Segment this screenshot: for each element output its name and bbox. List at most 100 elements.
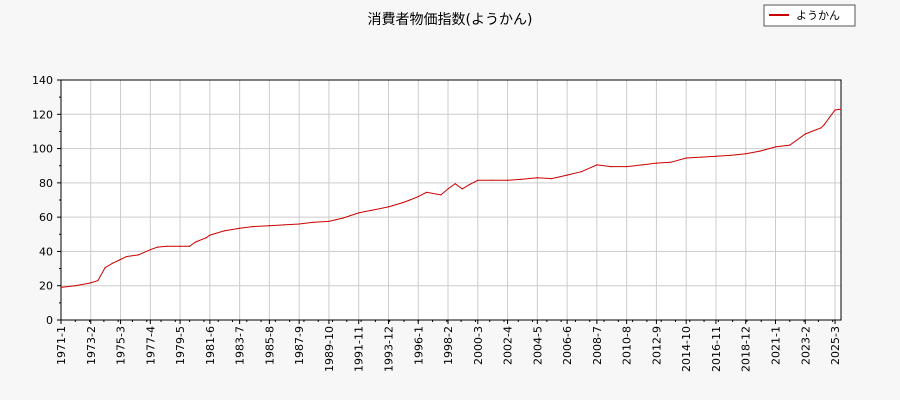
data-point <box>60 286 62 288</box>
data-point <box>461 188 463 190</box>
x-tick-label: 1975-3 <box>115 326 128 365</box>
y-tick-label: 0 <box>46 314 53 327</box>
data-point <box>670 161 672 163</box>
data-point <box>440 194 442 196</box>
data-point <box>205 237 207 239</box>
x-tick-label: 2002-4 <box>502 326 515 365</box>
data-point <box>426 191 428 193</box>
legend-box <box>763 4 856 27</box>
data-point <box>655 162 658 164</box>
data-point <box>342 217 344 219</box>
x-tick-label: 1977-4 <box>144 326 157 365</box>
data-point <box>759 150 761 152</box>
data-point <box>156 246 159 248</box>
data-point <box>774 146 777 148</box>
plot-area <box>61 80 841 320</box>
x-tick-label: 2012-9 <box>650 326 663 365</box>
data-point <box>834 109 836 111</box>
data-point <box>166 245 168 247</box>
data-point <box>610 166 612 168</box>
x-tick-label: 1971-1 <box>55 326 68 365</box>
data-point <box>409 199 411 201</box>
x-tick-label: 2025-3 <box>829 326 842 365</box>
data-point <box>596 164 598 166</box>
x-tick-label: 1987-9 <box>293 326 306 365</box>
data-point <box>626 166 628 168</box>
data-point <box>111 262 113 264</box>
x-tick-label: 1993-12 <box>382 326 395 372</box>
data-point <box>125 256 128 258</box>
x-tick-label: 2004-5 <box>531 326 544 365</box>
data-point <box>104 267 106 269</box>
data-point <box>118 259 120 261</box>
data-point <box>715 155 717 157</box>
data-point <box>417 196 419 198</box>
data-point <box>491 179 493 181</box>
y-tick-label: 140 <box>32 74 53 87</box>
x-tick-label: 2006-6 <box>561 326 574 365</box>
y-tick-label: 100 <box>32 143 53 156</box>
data-point <box>239 227 241 229</box>
legend: ようかん <box>763 4 856 27</box>
x-tick-label: 2008-7 <box>591 326 604 365</box>
data-point <box>89 282 91 284</box>
data-point <box>454 183 456 185</box>
y-tick-label: 20 <box>39 280 53 293</box>
y-tick-label: 40 <box>39 245 53 258</box>
data-point <box>566 174 568 176</box>
data-point <box>312 221 315 223</box>
chart-title: 消費者物価指数(ようかん) <box>368 12 533 28</box>
data-point <box>823 124 825 126</box>
data-point <box>209 234 211 236</box>
data-point <box>820 127 822 129</box>
data-point <box>283 224 285 226</box>
y-tick-label: 80 <box>39 177 53 190</box>
data-point <box>268 225 270 227</box>
data-point <box>701 156 703 158</box>
data-point <box>402 202 404 204</box>
data-point <box>536 177 538 179</box>
data-point <box>447 188 449 190</box>
x-tick-label: 2016-11 <box>710 326 723 372</box>
data-point <box>252 226 254 228</box>
data-point <box>641 164 643 166</box>
data-point <box>223 230 225 232</box>
x-tick-label: 1973-2 <box>85 326 98 365</box>
x-tick-label: 1983-7 <box>234 326 247 365</box>
data-point <box>371 209 373 211</box>
data-point <box>189 245 191 247</box>
data-point <box>195 241 197 243</box>
data-point <box>387 206 390 208</box>
y-tick-label: 120 <box>32 108 53 121</box>
plot-frame <box>60 79 842 321</box>
data-point <box>149 249 151 251</box>
data-point <box>298 223 300 225</box>
x-tick-label: 1989-10 <box>323 326 336 372</box>
x-tick-label: 2021-1 <box>770 326 783 365</box>
data-point <box>840 108 842 110</box>
data-point <box>685 157 687 159</box>
data-point <box>789 144 791 146</box>
data-point <box>520 178 522 180</box>
series-layer <box>60 108 842 288</box>
data-point <box>179 245 181 247</box>
x-tick-label: 2023-2 <box>799 326 812 365</box>
x-tick-label: 1979-5 <box>174 326 187 365</box>
x-tick-label: 2014-10 <box>680 326 693 372</box>
data-point <box>729 154 731 156</box>
x-tick-label: 1996-1 <box>412 326 425 365</box>
data-point <box>477 179 479 181</box>
y-tick-label: 60 <box>39 211 53 224</box>
x-tick-label: 1981-6 <box>204 326 217 365</box>
data-point <box>551 178 553 180</box>
x-tick-label: 2018-12 <box>740 326 753 372</box>
data-point <box>74 285 76 287</box>
data-point <box>580 171 583 173</box>
data-point <box>358 212 360 214</box>
data-point <box>507 179 509 181</box>
x-tick-label: 1985-8 <box>263 326 276 365</box>
x-tick-label: 2000-3 <box>472 326 485 365</box>
data-point <box>97 280 99 282</box>
